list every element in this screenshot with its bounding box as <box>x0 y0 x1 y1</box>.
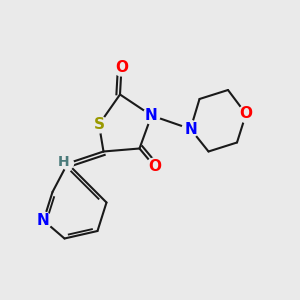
Text: O: O <box>239 106 253 122</box>
Circle shape <box>146 158 163 175</box>
Circle shape <box>182 121 199 137</box>
Circle shape <box>143 107 160 124</box>
Text: N: N <box>145 108 158 123</box>
Text: N: N <box>37 213 50 228</box>
Text: H: H <box>58 155 69 169</box>
Circle shape <box>91 116 107 133</box>
Text: O: O <box>148 159 161 174</box>
Circle shape <box>238 106 254 122</box>
Circle shape <box>61 158 74 169</box>
Circle shape <box>35 212 52 229</box>
Circle shape <box>113 59 130 76</box>
Text: O: O <box>115 60 128 75</box>
Text: N: N <box>184 122 197 136</box>
Text: S: S <box>94 117 104 132</box>
